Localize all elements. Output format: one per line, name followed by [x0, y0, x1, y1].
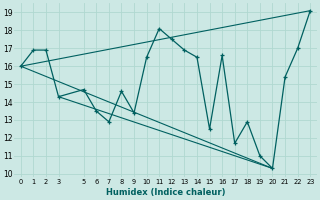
X-axis label: Humidex (Indice chaleur): Humidex (Indice chaleur) [106, 188, 225, 197]
